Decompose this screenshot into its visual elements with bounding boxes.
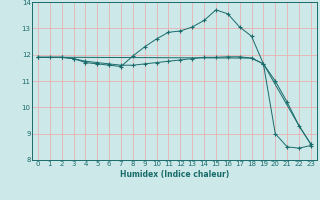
- X-axis label: Humidex (Indice chaleur): Humidex (Indice chaleur): [120, 170, 229, 179]
